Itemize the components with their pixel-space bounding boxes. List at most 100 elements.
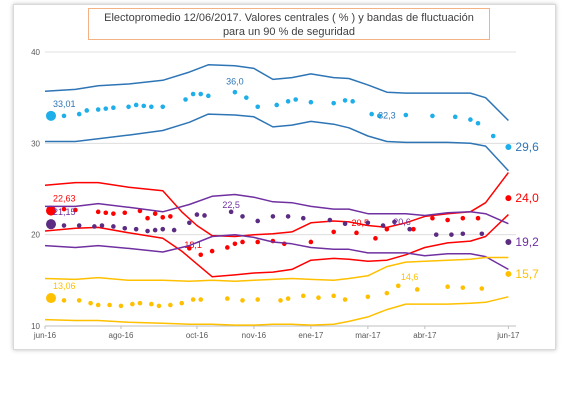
series-2-point (255, 218, 261, 224)
series-3-point (479, 286, 485, 291)
series-2-end-label: 19,2 (515, 235, 539, 249)
series-0-point (376, 113, 382, 119)
series-3-point (61, 298, 67, 303)
series-1-point (61, 206, 67, 212)
x-tick-label: nov-16 (242, 331, 267, 340)
series-3-point (179, 300, 185, 306)
series-0-point (452, 114, 458, 120)
series-3-point (76, 298, 82, 303)
series-1-point (198, 252, 204, 258)
x-tick-label: oct-16 (186, 331, 209, 340)
series-2-point (111, 224, 116, 229)
series-3-end-marker (505, 270, 512, 277)
series-0-point (76, 111, 82, 117)
series-3-start-marker (46, 293, 56, 304)
series-0-point (103, 106, 109, 111)
series-0-point (183, 97, 188, 102)
series-2-annotation: 22,5 (222, 200, 240, 210)
series-3-point (149, 301, 154, 307)
series-3-point (316, 295, 321, 300)
series-0-annotation: 32,3 (378, 110, 396, 120)
series-2-point (479, 231, 485, 237)
series-2-point (171, 227, 177, 233)
series-3-point (414, 287, 420, 292)
series-1-end-marker (505, 195, 512, 202)
series-1-point (187, 246, 192, 251)
series-1-point (331, 229, 336, 235)
series-0-point (490, 133, 496, 139)
series-0-end-marker (505, 143, 512, 150)
series-2-point (228, 209, 234, 215)
series-1-start-marker (46, 205, 56, 216)
series-1-point (445, 217, 450, 223)
series-0-point (126, 104, 131, 110)
series-1-point (103, 210, 109, 216)
series-3-point (118, 303, 124, 309)
series-3-point (137, 300, 143, 306)
series-2-point (61, 223, 67, 228)
series-2-point (187, 220, 192, 226)
series-3-point (156, 303, 162, 309)
chart-title-line-1: Electopromedio 12/06/2017. Valores centr… (104, 12, 474, 24)
series-1-annotation: 18,1 (184, 240, 202, 250)
series-1-point (240, 239, 245, 245)
series-2-point (407, 226, 412, 232)
series-2-point (300, 215, 306, 221)
series-2-start-label: 21,15 (53, 207, 76, 217)
series-2-point (285, 214, 291, 219)
series-1-lower-band (44, 214, 509, 278)
series-0-point (293, 97, 298, 102)
y-tick-label: 20 (31, 231, 40, 240)
series-0-end-label: 29,6 (515, 140, 539, 154)
series-0-upper-band (44, 64, 509, 122)
chart-title: Electopromedio 12/06/2017. Valores centr… (88, 8, 490, 40)
series-0-point (190, 91, 196, 97)
series-2-point (152, 227, 158, 233)
series-0-point (160, 104, 166, 110)
series-3-point (225, 296, 230, 301)
series-1-point (145, 215, 150, 221)
series-2-lower-band (44, 233, 509, 271)
series-0-point (244, 95, 249, 100)
series-0-point (141, 103, 147, 109)
series-2-point (460, 231, 466, 237)
series-0-point (95, 107, 101, 112)
series-0-point (350, 99, 355, 104)
series-1-point (308, 239, 314, 245)
series-2-point (365, 220, 371, 226)
series-2-point (240, 214, 245, 219)
series-0-point (308, 99, 314, 105)
series-2-point (194, 212, 200, 217)
chart-frame (13, 4, 556, 350)
series-3-point (278, 298, 283, 303)
series-3-point (190, 297, 196, 302)
series-1-point (475, 215, 481, 221)
series-2-point (99, 223, 105, 228)
series-0-point (84, 108, 90, 113)
series-2-point (160, 226, 166, 232)
series-0-point (149, 104, 154, 110)
x-tick-label: ene-17 (298, 331, 323, 340)
series-1-point (168, 214, 173, 219)
y-tick-label: 30 (31, 139, 40, 148)
x-tick-label: mar-17 (355, 331, 381, 340)
series-1-point (232, 241, 238, 247)
series-0-point (342, 98, 348, 103)
series-3-point (107, 302, 112, 308)
series-2-upper-band (45, 193, 509, 225)
series-1-annotation: 20,5 (352, 218, 370, 228)
series-3-point (445, 284, 450, 290)
series-3-point (198, 297, 204, 302)
series-0-point (403, 112, 409, 118)
series-0-point (232, 89, 238, 95)
x-tick-label: jun-16 (33, 331, 57, 340)
series-1-point (373, 236, 378, 241)
series-1-point (411, 226, 416, 232)
series-3-upper-band (44, 256, 509, 282)
series-2-point (122, 225, 128, 231)
series-1-end-label: 24,0 (515, 191, 539, 205)
series-0-point (274, 102, 280, 108)
series-3-point (300, 293, 306, 299)
x-tick-label: abr-17 (413, 331, 437, 340)
